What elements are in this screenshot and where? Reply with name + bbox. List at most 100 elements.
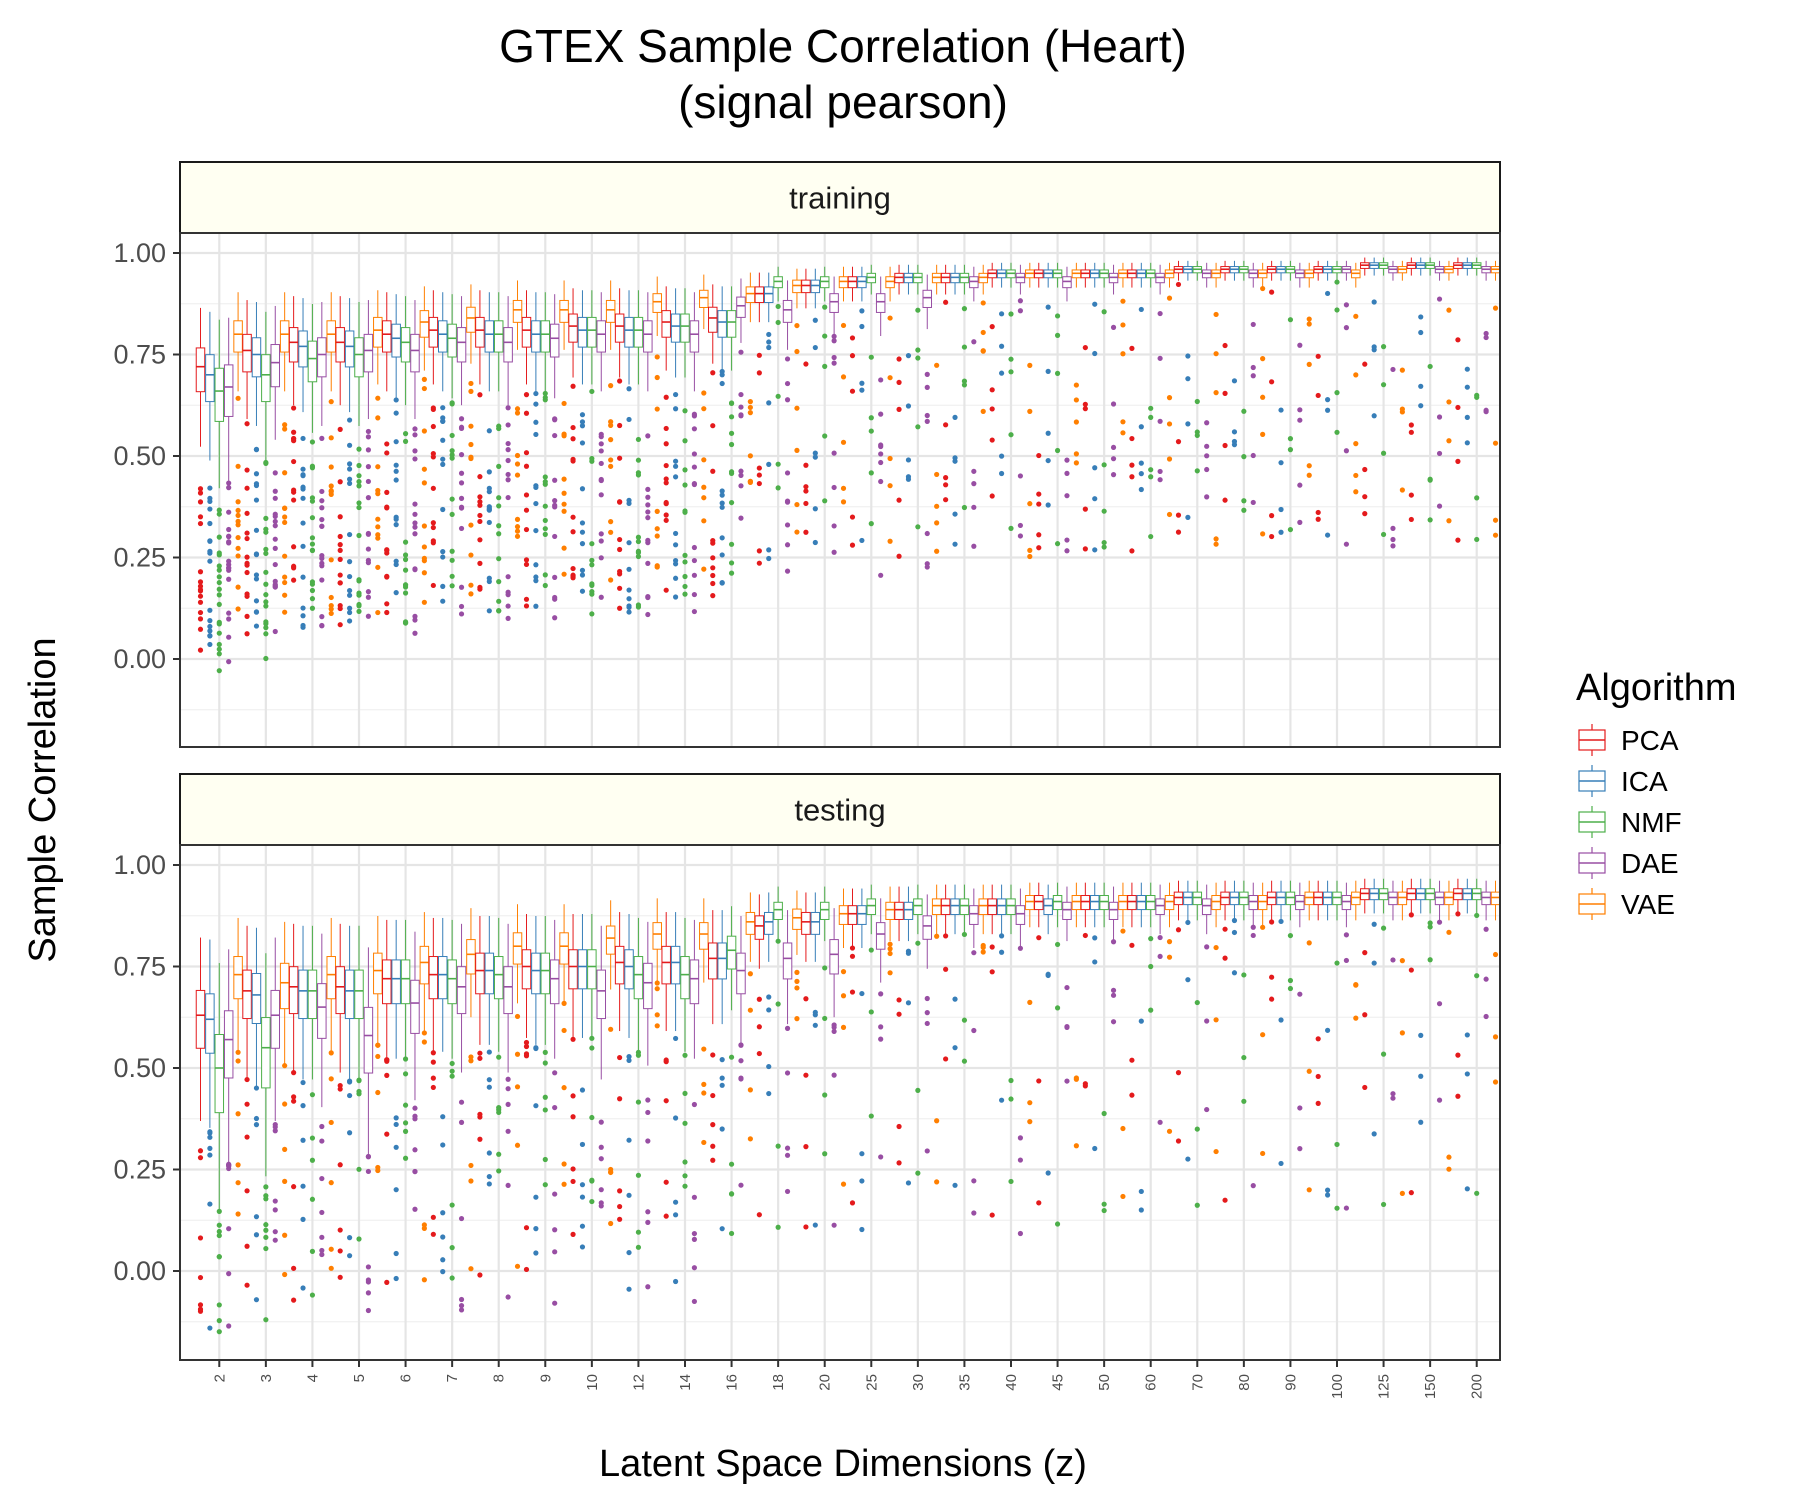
outlier-point xyxy=(608,519,614,525)
outlier-point xyxy=(421,1222,427,1228)
box-dae xyxy=(782,299,793,323)
outlier-point xyxy=(263,546,269,552)
outlier-point xyxy=(514,1084,521,1090)
outlier-point xyxy=(197,1155,204,1161)
outlier-point xyxy=(486,1084,492,1090)
outlier-point xyxy=(272,513,278,519)
outlier-point xyxy=(216,574,222,580)
outlier-point xyxy=(272,495,278,501)
outlier-point xyxy=(207,628,213,634)
outlier-point xyxy=(486,469,492,475)
outlier-point xyxy=(701,1081,707,1087)
outlier-point xyxy=(1027,408,1033,414)
outlier-point xyxy=(244,535,250,542)
outlier-point xyxy=(207,558,213,564)
outlier-point xyxy=(943,422,949,428)
outlier-point xyxy=(486,1049,492,1055)
outlier-point xyxy=(1082,506,1088,512)
outlier-point xyxy=(812,344,818,351)
outlier-point xyxy=(756,996,762,1002)
x-tick-label: 2 xyxy=(211,1374,228,1382)
outlier-point xyxy=(207,641,213,648)
outlier-point xyxy=(309,495,316,501)
outlier-point xyxy=(365,546,371,552)
outlier-point xyxy=(1008,369,1014,375)
outlier-point xyxy=(505,1076,511,1082)
outlier-point xyxy=(579,1182,586,1188)
outlier-point xyxy=(1436,450,1443,457)
outlier-point xyxy=(365,589,371,595)
box-dae xyxy=(270,989,281,1049)
outlier-point xyxy=(328,483,334,489)
outlier-point xyxy=(552,432,558,439)
outlier-point xyxy=(533,527,539,534)
outlier-point xyxy=(989,944,995,950)
outlier-point xyxy=(1129,1057,1135,1063)
outlier-point xyxy=(1036,452,1042,459)
box-ica xyxy=(251,337,262,378)
outlier-point xyxy=(449,573,455,579)
outlier-point xyxy=(719,488,725,494)
outlier-point xyxy=(356,590,362,596)
outlier-point xyxy=(1222,1197,1228,1203)
outlier-point xyxy=(263,625,269,631)
outlier-point xyxy=(1175,927,1182,933)
box-vae xyxy=(1164,895,1175,911)
outlier-point xyxy=(1325,397,1331,403)
outlier-point xyxy=(812,1012,818,1018)
outlier-point xyxy=(449,1202,455,1208)
outlier-point xyxy=(1250,452,1256,459)
outlier-point xyxy=(514,1051,521,1057)
outlier-point xyxy=(626,566,632,572)
box-nmf xyxy=(773,901,783,920)
outlier-point xyxy=(1082,1081,1088,1087)
outlier-point xyxy=(319,622,325,629)
outlier-point xyxy=(617,1096,623,1102)
legend-label: PCA xyxy=(1621,725,1679,756)
outlier-point xyxy=(1464,1032,1470,1038)
outlier-point xyxy=(1204,466,1210,473)
outlier-point xyxy=(542,572,548,578)
outlier-point xyxy=(840,969,847,975)
outlier-point xyxy=(980,329,986,336)
outlier-point xyxy=(449,1275,455,1281)
outlier-point xyxy=(1120,928,1126,934)
outlier-point xyxy=(449,448,455,454)
outlier-point xyxy=(486,1181,492,1187)
outlier-point xyxy=(300,1216,306,1222)
outlier-point xyxy=(468,591,474,597)
outlier-point xyxy=(263,1245,269,1252)
outlier-point xyxy=(226,1323,232,1329)
outlier-point xyxy=(384,441,390,447)
outlier-point xyxy=(365,531,371,537)
outlier-point xyxy=(542,1049,548,1055)
outlier-point xyxy=(766,461,772,467)
box-dae xyxy=(875,293,886,313)
outlier-point xyxy=(635,1229,642,1235)
outlier-point xyxy=(1362,511,1368,517)
box-nmf xyxy=(866,898,877,916)
outlier-point xyxy=(989,437,995,443)
outlier-point xyxy=(803,1144,809,1150)
box-pca xyxy=(1266,891,1277,906)
outlier-point xyxy=(1492,1034,1499,1040)
outlier-point xyxy=(766,400,772,406)
outlier-point xyxy=(458,584,465,590)
outlier-point xyxy=(505,440,511,447)
outlier-point xyxy=(505,405,511,411)
outlier-point xyxy=(1306,463,1312,469)
outlier-point xyxy=(691,608,698,615)
outlier-point xyxy=(570,436,576,442)
outlier-point xyxy=(244,467,250,473)
outlier-point xyxy=(309,1135,316,1141)
outlier-point xyxy=(766,555,772,562)
outlier-point xyxy=(440,418,446,424)
outlier-point xyxy=(356,473,362,479)
outlier-point xyxy=(915,524,921,530)
outlier-point xyxy=(887,483,893,489)
outlier-point xyxy=(849,953,856,959)
outlier-point xyxy=(197,490,204,496)
outlier-point xyxy=(309,515,316,521)
outlier-point xyxy=(402,431,409,437)
outlier-point xyxy=(840,499,847,505)
